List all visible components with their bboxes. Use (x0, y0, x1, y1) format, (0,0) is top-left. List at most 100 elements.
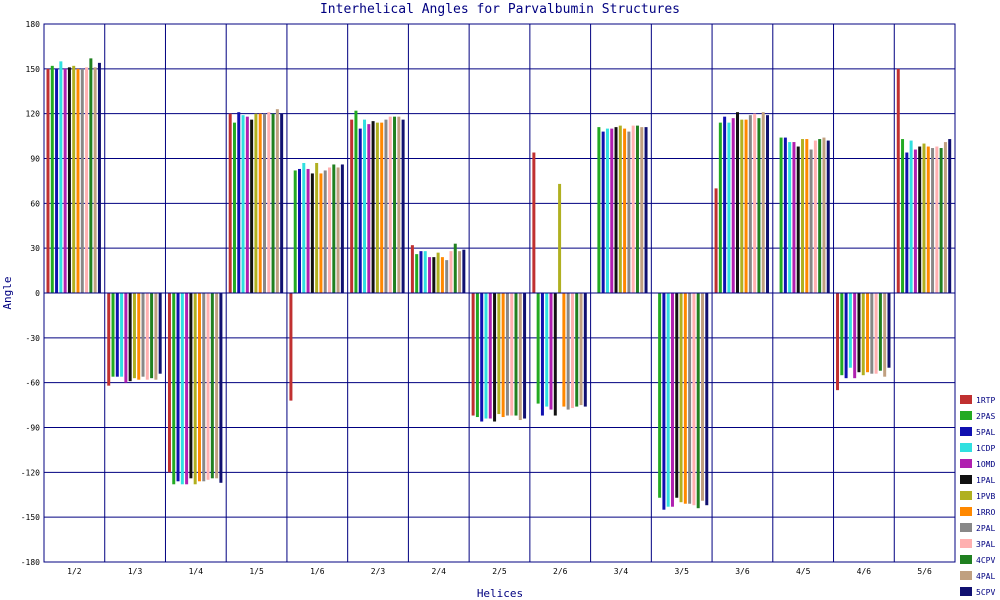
y-tick-label: 180 (26, 20, 41, 29)
bar (154, 293, 158, 380)
legend-swatch (960, 475, 972, 484)
x-tick-label: 2/4 (432, 567, 447, 576)
bar (340, 164, 344, 293)
bar (536, 293, 540, 404)
bar (518, 293, 522, 421)
y-tick-label: -30 (26, 334, 41, 343)
legend-swatch (960, 491, 972, 500)
bar (896, 68, 900, 293)
bar (670, 293, 674, 507)
legend-swatch (960, 443, 972, 452)
y-tick-label: 90 (30, 155, 40, 164)
bar (901, 139, 905, 293)
y-axis-title: Angle (1, 276, 14, 309)
bar (258, 113, 262, 293)
bar (566, 293, 570, 410)
bar (55, 68, 59, 293)
bar (328, 167, 332, 293)
bar (180, 293, 184, 485)
bar (853, 293, 857, 379)
y-tick-label: 0 (35, 289, 40, 298)
legend-label: 1PVB (976, 492, 995, 501)
y-tick-label: 60 (30, 199, 40, 208)
bar (72, 65, 76, 293)
bar (336, 167, 340, 293)
bar (783, 137, 787, 293)
bar (115, 293, 119, 377)
bar (120, 293, 124, 377)
bar (662, 293, 666, 510)
bar (354, 110, 358, 294)
bar (380, 122, 384, 293)
legend-swatch (960, 539, 972, 548)
bar (597, 127, 601, 294)
bar (866, 293, 870, 373)
bar (202, 293, 206, 482)
legend-swatch (960, 411, 972, 420)
bar (97, 62, 101, 293)
bar (410, 245, 414, 293)
bar (263, 113, 266, 293)
bar (167, 293, 171, 473)
x-tick-label: 1/5 (249, 567, 264, 576)
bar (935, 146, 939, 293)
bar (792, 142, 796, 293)
bar (757, 118, 761, 294)
bar (605, 128, 609, 293)
x-tick-label: 3/5 (674, 567, 689, 576)
bar (215, 293, 219, 479)
bar (388, 116, 392, 293)
bar (488, 293, 492, 419)
bar (627, 131, 631, 293)
bar (449, 251, 453, 293)
bar (583, 293, 587, 407)
bar (480, 293, 484, 422)
bar (145, 293, 149, 380)
legend-label: 1OMD (976, 460, 995, 469)
bar (640, 127, 644, 294)
bar (271, 113, 275, 293)
bar (840, 293, 844, 376)
legend-swatch (960, 523, 972, 532)
y-tick-label: 30 (30, 244, 40, 253)
bar (415, 254, 419, 293)
bar (540, 293, 544, 416)
bar (675, 293, 679, 498)
legend-swatch (960, 587, 972, 596)
legend-label: 2PAL (976, 524, 995, 533)
legend-label: 4PAL (976, 572, 995, 581)
x-tick-label: 1/6 (310, 567, 325, 576)
bar (232, 122, 236, 293)
x-tick-labels: 1/2 1/3 1/4 1/5 1/6 2/3 2/4 2/5 2/6 3/4 3/5 3/6 4/5 4… (67, 567, 932, 576)
bar (275, 109, 279, 294)
bar (740, 119, 744, 293)
legend-swatch (960, 555, 972, 564)
bar (844, 293, 848, 379)
bar (80, 68, 84, 293)
bar (705, 293, 709, 506)
axes (43, 23, 956, 563)
bar (319, 173, 323, 293)
bar (545, 293, 549, 407)
bar (922, 143, 926, 293)
bar (635, 125, 639, 294)
bar (870, 293, 874, 374)
bar (293, 170, 297, 293)
bar (766, 115, 769, 293)
bar (688, 293, 692, 504)
bar (93, 67, 97, 293)
bar (813, 140, 817, 293)
bar (289, 293, 293, 401)
bar (158, 293, 162, 374)
bar (89, 58, 93, 294)
y-tick-label: -90 (26, 424, 41, 433)
y-tick-label: 150 (26, 65, 41, 74)
bar (453, 243, 457, 293)
bar (939, 148, 943, 293)
legend-label: 3PAL (976, 540, 995, 549)
legend-label: 1PAL (976, 476, 995, 485)
bar (423, 251, 427, 293)
bar (931, 148, 935, 293)
bar (197, 293, 201, 482)
bar (601, 131, 605, 293)
